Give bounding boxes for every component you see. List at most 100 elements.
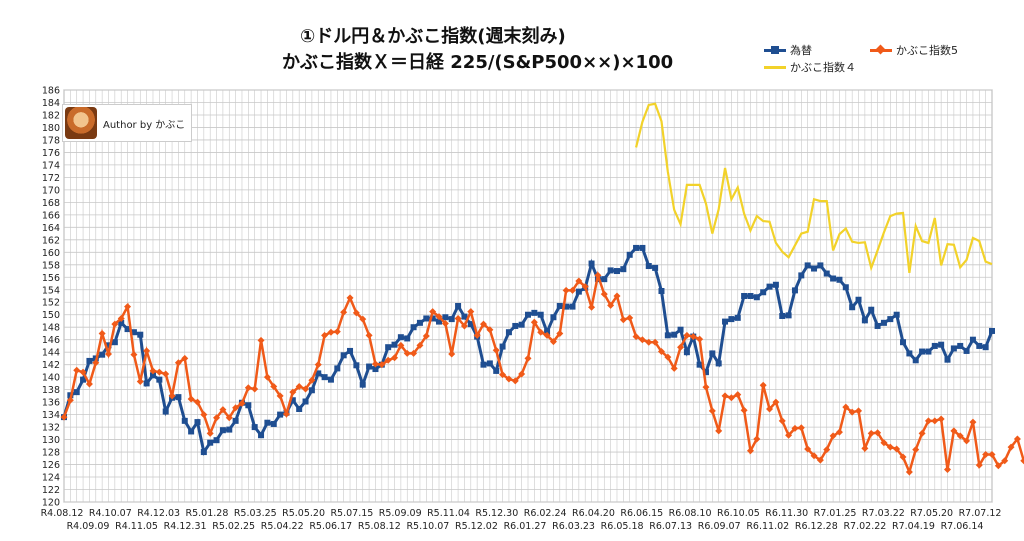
point-kabuko5	[829, 432, 837, 440]
point-exchange-rate	[741, 293, 748, 299]
point-kabuko5	[562, 286, 570, 294]
point-kabuko5	[403, 349, 411, 357]
point-kabuko5	[715, 427, 723, 435]
x-tick-label: R4.10.07	[89, 508, 132, 519]
point-kabuko5	[746, 447, 754, 455]
point-exchange-rate	[200, 449, 207, 456]
point-exchange-rate	[766, 283, 773, 290]
point-kabuko5	[607, 301, 615, 309]
point-exchange-rate	[372, 366, 379, 373]
x-tick-label: R6.02.24	[524, 508, 567, 519]
point-kabuko5	[213, 414, 221, 422]
point-kabuko5	[308, 376, 316, 384]
point-kabuko5	[257, 336, 265, 344]
point-kabuko5	[918, 429, 926, 437]
x-tick-label: R7.02.22	[843, 521, 886, 532]
point-exchange-rate	[391, 341, 398, 348]
point-exchange-rate	[779, 312, 786, 319]
point-kabuko5	[823, 446, 831, 454]
point-exchange-rate	[429, 315, 436, 322]
x-tick-label: R4.12.03	[137, 508, 180, 519]
point-kabuko5	[346, 294, 354, 302]
y-tick-label: 126	[42, 460, 60, 471]
point-kabuko5	[130, 351, 138, 359]
point-exchange-rate	[302, 398, 309, 405]
point-kabuko5	[174, 359, 182, 367]
point-exchange-rate	[251, 424, 258, 431]
point-kabuko5	[238, 399, 246, 407]
point-exchange-rate	[550, 314, 557, 321]
point-exchange-rate	[702, 369, 709, 376]
point-kabuko5	[371, 360, 379, 368]
point-kabuko5	[931, 417, 939, 425]
point-exchange-rate	[696, 361, 703, 368]
point-exchange-rate	[156, 376, 163, 383]
point-exchange-rate	[442, 314, 449, 321]
series-layer	[60, 102, 1024, 476]
x-tick-label: R5.02.25	[212, 521, 255, 532]
point-kabuko5	[785, 431, 793, 439]
point-kabuko5	[422, 332, 430, 340]
point-exchange-rate	[385, 344, 392, 351]
point-exchange-rate	[830, 275, 837, 282]
point-exchange-rate	[232, 417, 239, 424]
legend-label-s2: かぶこ指数5	[896, 44, 958, 57]
point-exchange-rate	[817, 262, 824, 269]
point-exchange-rate	[366, 363, 373, 370]
y-tick-label: 176	[42, 148, 60, 159]
point-kabuko5	[740, 406, 748, 414]
point-kabuko5	[155, 368, 163, 376]
y-tick-label: 160	[42, 248, 60, 259]
point-exchange-rate	[715, 360, 722, 367]
x-tick-label: R5.03.25	[234, 508, 277, 519]
point-kabuko5	[302, 385, 310, 393]
point-exchange-rate	[645, 263, 652, 270]
point-kabuko5	[696, 335, 704, 343]
y-tick-label: 184	[42, 98, 60, 109]
point-exchange-rate	[105, 342, 112, 349]
point-exchange-rate	[296, 405, 303, 412]
point-exchange-rate	[207, 439, 214, 446]
point-exchange-rate	[219, 427, 226, 434]
chart-subtitle: かぶこ指数Ｘ＝日経 225/(S&P500××)×100	[282, 52, 674, 73]
point-kabuko5	[505, 375, 513, 383]
point-exchange-rate	[397, 334, 404, 341]
point-kabuko5	[124, 303, 132, 311]
point-kabuko5	[804, 445, 812, 453]
x-tick-label: R5.01.28	[186, 508, 229, 519]
point-kabuko5	[85, 380, 93, 388]
point-exchange-rate	[709, 350, 716, 357]
point-kabuko5	[232, 404, 240, 412]
point-kabuko5	[333, 328, 341, 336]
point-exchange-rate	[957, 342, 964, 349]
point-exchange-rate	[620, 266, 627, 273]
point-kabuko5	[937, 415, 945, 423]
point-kabuko5	[924, 417, 932, 425]
point-kabuko5	[60, 413, 68, 421]
x-tick-label: R6.07.13	[649, 521, 692, 532]
point-exchange-rate	[416, 319, 423, 326]
point-exchange-rate	[626, 251, 633, 258]
x-axis-ticks: R4.08.12 R4.10.07 R4.12.03 R5.01.28 R5.03.25…	[41, 508, 1002, 532]
point-kabuko5	[664, 353, 672, 361]
y-tick-label: 172	[42, 173, 60, 184]
point-exchange-rate	[677, 326, 684, 333]
point-kabuko5	[568, 286, 576, 294]
point-exchange-rate	[448, 316, 455, 323]
point-kabuko5	[79, 368, 87, 376]
point-kabuko5	[251, 385, 259, 393]
y-tick-label: 146	[42, 335, 60, 346]
y-tick-label: 186	[42, 86, 60, 97]
point-exchange-rate	[308, 387, 315, 394]
point-exchange-rate	[149, 372, 156, 379]
x-tick-label: R6.04.20	[572, 508, 615, 519]
point-exchange-rate	[359, 381, 366, 388]
point-exchange-rate	[969, 336, 976, 343]
point-kabuko5	[638, 336, 646, 344]
y-tick-label: 130	[42, 435, 60, 446]
point-kabuko5	[263, 373, 271, 381]
x-tick-label: R4.12.31	[164, 521, 207, 532]
point-kabuko5	[378, 361, 386, 369]
y-tick-label: 162	[42, 235, 60, 246]
point-exchange-rate	[931, 342, 938, 349]
